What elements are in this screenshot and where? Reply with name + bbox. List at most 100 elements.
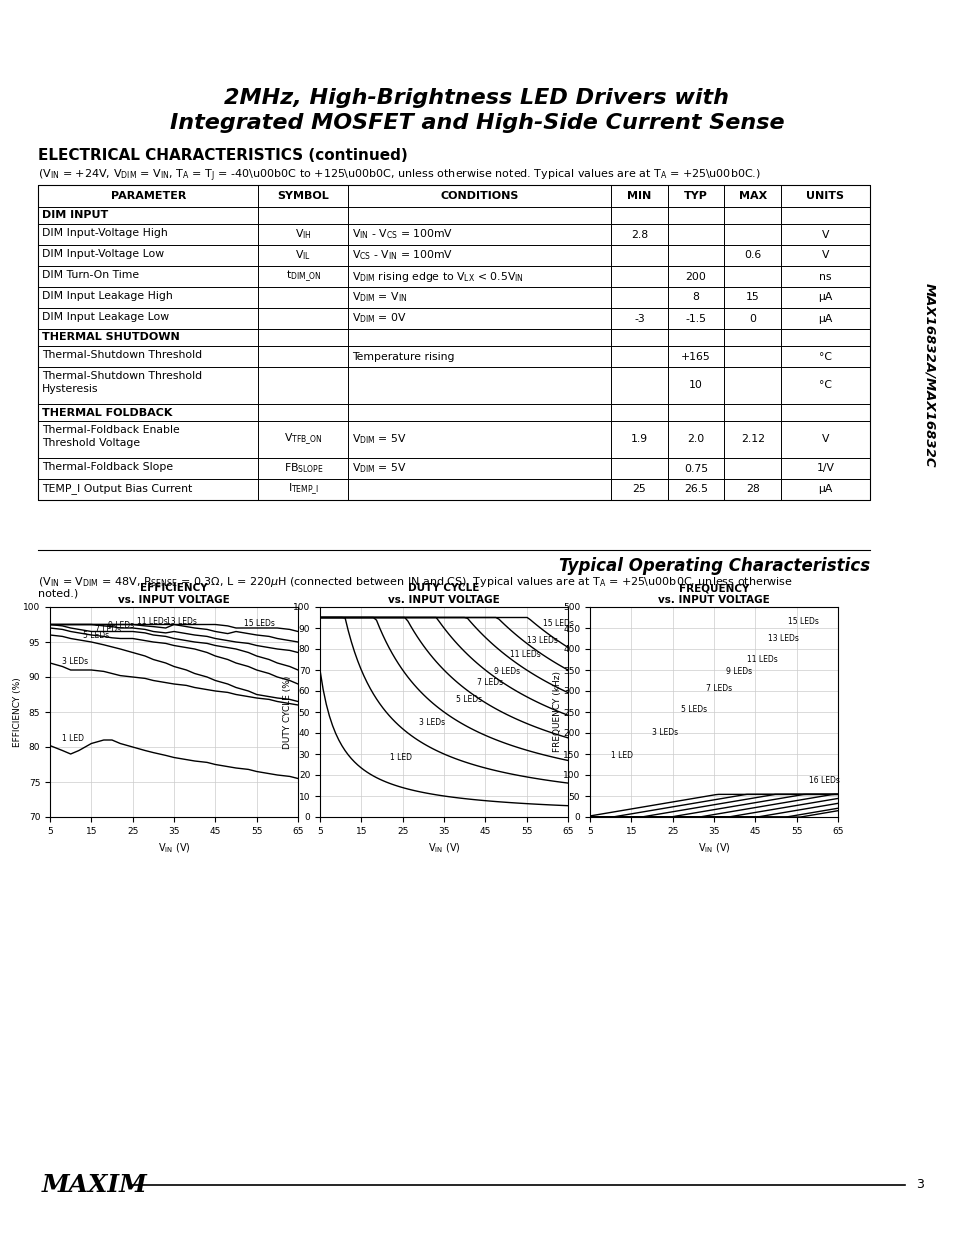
Text: 11 LEDs: 11 LEDs <box>136 618 168 626</box>
Text: DIM Input Leakage Low: DIM Input Leakage Low <box>42 312 169 322</box>
Text: 10: 10 <box>688 380 702 390</box>
Text: TYP: TYP <box>683 191 707 201</box>
Title: FREQUENCY
vs. INPUT VOLTAGE: FREQUENCY vs. INPUT VOLTAGE <box>658 583 769 605</box>
Text: PARAMETER: PARAMETER <box>111 191 186 201</box>
Text: V: V <box>821 230 828 240</box>
Text: UNITS: UNITS <box>805 191 843 201</box>
X-axis label: V$_{\mathsf{IN}}$ (V): V$_{\mathsf{IN}}$ (V) <box>157 841 191 855</box>
Text: DIM INPUT: DIM INPUT <box>42 210 108 221</box>
Text: 28: 28 <box>745 484 759 494</box>
Text: 2.8: 2.8 <box>630 230 647 240</box>
Text: 1 LED: 1 LED <box>390 753 412 762</box>
Text: 8: 8 <box>692 293 699 303</box>
Text: 13 LEDs: 13 LEDs <box>767 634 798 642</box>
Text: 1/V: 1/V <box>816 463 834 473</box>
Text: 7 LEDs: 7 LEDs <box>95 625 121 634</box>
Text: μA: μA <box>818 484 832 494</box>
Text: 5 LEDs: 5 LEDs <box>456 694 482 704</box>
Text: noted.): noted.) <box>38 589 78 599</box>
Text: V$_{\mathsf{TFB\_ON}}$: V$_{\mathsf{TFB\_ON}}$ <box>284 432 322 447</box>
Text: MAX16832A/MAX16832C: MAX16832A/MAX16832C <box>923 283 936 467</box>
Text: 3 LEDs: 3 LEDs <box>651 729 678 737</box>
Text: Temperature rising: Temperature rising <box>352 352 455 362</box>
Text: -3: -3 <box>634 314 644 324</box>
Y-axis label: FREQUENCY (kHz): FREQUENCY (kHz) <box>552 672 561 752</box>
Text: 0.6: 0.6 <box>743 251 760 261</box>
Text: 0.75: 0.75 <box>683 463 707 473</box>
Text: °C: °C <box>818 380 831 390</box>
Text: 15 LEDs: 15 LEDs <box>244 619 274 627</box>
Text: DIM Turn-On Time: DIM Turn-On Time <box>42 270 139 280</box>
Text: THERMAL FOLDBACK: THERMAL FOLDBACK <box>42 408 172 417</box>
Y-axis label: DUTY CYCLE (%): DUTY CYCLE (%) <box>282 676 292 748</box>
Text: MAXIM: MAXIM <box>42 1173 148 1197</box>
Text: V: V <box>821 435 828 445</box>
Text: Typical Operating Characteristics: Typical Operating Characteristics <box>558 557 869 576</box>
Title: DUTY CYCLE
vs. INPUT VOLTAGE: DUTY CYCLE vs. INPUT VOLTAGE <box>388 583 499 605</box>
Text: V$_{\mathsf{DIM}}$ = V$_{\mathsf{IN}}$: V$_{\mathsf{DIM}}$ = V$_{\mathsf{IN}}$ <box>352 290 407 304</box>
Text: 15: 15 <box>745 293 759 303</box>
Text: MIN: MIN <box>627 191 651 201</box>
Text: 9 LEDs: 9 LEDs <box>108 621 133 630</box>
Text: 7 LEDs: 7 LEDs <box>705 684 731 693</box>
Text: 1.9: 1.9 <box>630 435 647 445</box>
X-axis label: V$_{\mathsf{IN}}$ (V): V$_{\mathsf{IN}}$ (V) <box>697 841 730 855</box>
Y-axis label: EFFICIENCY (%): EFFICIENCY (%) <box>12 677 22 747</box>
Text: 2MHz, High-Brightness LED Drivers with: 2MHz, High-Brightness LED Drivers with <box>224 88 729 107</box>
Text: V$_{\mathsf{CS}}$ - V$_{\mathsf{IN}}$ = 100mV: V$_{\mathsf{CS}}$ - V$_{\mathsf{IN}}$ = … <box>352 248 454 262</box>
Text: (V$_{\mathsf{IN}}$ = +24V, V$_{\mathsf{DIM}}$ = V$_{\mathsf{IN}}$, T$_{\mathsf{A: (V$_{\mathsf{IN}}$ = +24V, V$_{\mathsf{D… <box>38 168 760 184</box>
Text: 2.0: 2.0 <box>687 435 704 445</box>
Text: 9 LEDs: 9 LEDs <box>725 667 752 677</box>
Title: EFFICIENCY
vs. INPUT VOLTAGE: EFFICIENCY vs. INPUT VOLTAGE <box>118 583 230 605</box>
Text: 15 LEDs: 15 LEDs <box>787 616 819 626</box>
Text: Integrated MOSFET and High-Side Current Sense: Integrated MOSFET and High-Side Current … <box>170 112 783 133</box>
Text: 26.5: 26.5 <box>683 484 707 494</box>
Text: ns: ns <box>819 272 831 282</box>
Text: Thermal-Shutdown Threshold
Hysteresis: Thermal-Shutdown Threshold Hysteresis <box>42 370 202 394</box>
Text: 25: 25 <box>632 484 646 494</box>
Text: I$_{\mathsf{TEMP\_I}}$: I$_{\mathsf{TEMP\_I}}$ <box>288 482 318 498</box>
Text: THERMAL SHUTDOWN: THERMAL SHUTDOWN <box>42 332 179 342</box>
Text: SYMBOL: SYMBOL <box>277 191 329 201</box>
Text: -1.5: -1.5 <box>685 314 706 324</box>
Text: ELECTRICAL CHARACTERISTICS (continued): ELECTRICAL CHARACTERISTICS (continued) <box>38 148 407 163</box>
Text: 200: 200 <box>685 272 706 282</box>
Text: 5 LEDs: 5 LEDs <box>680 705 706 714</box>
Text: 1 LED: 1 LED <box>610 751 632 761</box>
Text: 11 LEDs: 11 LEDs <box>746 655 777 663</box>
X-axis label: V$_{\mathsf{IN}}$ (V): V$_{\mathsf{IN}}$ (V) <box>427 841 460 855</box>
Text: Thermal-Foldback Enable
Threshold Voltage: Thermal-Foldback Enable Threshold Voltag… <box>42 425 179 448</box>
Text: CONDITIONS: CONDITIONS <box>440 191 518 201</box>
Text: DIM Input-Voltage Low: DIM Input-Voltage Low <box>42 249 164 259</box>
Text: V$_{\mathsf{DIM}}$ = 5V: V$_{\mathsf{DIM}}$ = 5V <box>352 462 407 475</box>
Text: (V$_{\mathsf{IN}}$ = V$_{\mathsf{DIM}}$ = 48V, R$_{\mathsf{SENSE}}$ = 0.3$\Omega: (V$_{\mathsf{IN}}$ = V$_{\mathsf{DIM}}$ … <box>38 576 792 589</box>
Text: μA: μA <box>818 314 832 324</box>
Text: 16 LEDs: 16 LEDs <box>808 777 839 785</box>
Text: V$_{\mathsf{IN}}$ - V$_{\mathsf{CS}}$ = 100mV: V$_{\mathsf{IN}}$ - V$_{\mathsf{CS}}$ = … <box>352 227 454 241</box>
Text: 13 LEDs: 13 LEDs <box>166 618 196 626</box>
Text: MAX: MAX <box>738 191 766 201</box>
Text: 3: 3 <box>915 1178 923 1192</box>
Text: 3 LEDs: 3 LEDs <box>62 657 89 667</box>
Text: Thermal-Foldback Slope: Thermal-Foldback Slope <box>42 462 172 472</box>
Text: FB$_{\mathsf{SLOPE}}$: FB$_{\mathsf{SLOPE}}$ <box>283 462 323 475</box>
Text: 3 LEDs: 3 LEDs <box>418 718 445 726</box>
Text: μA: μA <box>818 293 832 303</box>
Text: 1 LED: 1 LED <box>62 735 84 743</box>
Text: 13 LEDs: 13 LEDs <box>526 636 557 645</box>
Text: 5 LEDs: 5 LEDs <box>83 631 109 641</box>
Text: 2.12: 2.12 <box>740 435 764 445</box>
Text: 7 LEDs: 7 LEDs <box>476 678 502 687</box>
Text: V$_{\mathsf{IH}}$: V$_{\mathsf{IH}}$ <box>294 227 312 241</box>
Text: 0: 0 <box>748 314 756 324</box>
Text: V$_{\mathsf{DIM}}$ = 5V: V$_{\mathsf{DIM}}$ = 5V <box>352 432 407 446</box>
Bar <box>38 185 869 500</box>
Text: 9 LEDs: 9 LEDs <box>493 667 519 677</box>
Text: V$_{\mathsf{DIM}}$ = 0V: V$_{\mathsf{DIM}}$ = 0V <box>352 311 407 325</box>
Text: +165: +165 <box>680 352 710 362</box>
Text: V$_{\mathsf{IL}}$: V$_{\mathsf{IL}}$ <box>295 248 311 262</box>
Text: DIM Input-Voltage High: DIM Input-Voltage High <box>42 228 168 238</box>
Text: 15 LEDs: 15 LEDs <box>542 619 574 627</box>
Text: 11 LEDs: 11 LEDs <box>510 651 540 659</box>
Text: V: V <box>821 251 828 261</box>
